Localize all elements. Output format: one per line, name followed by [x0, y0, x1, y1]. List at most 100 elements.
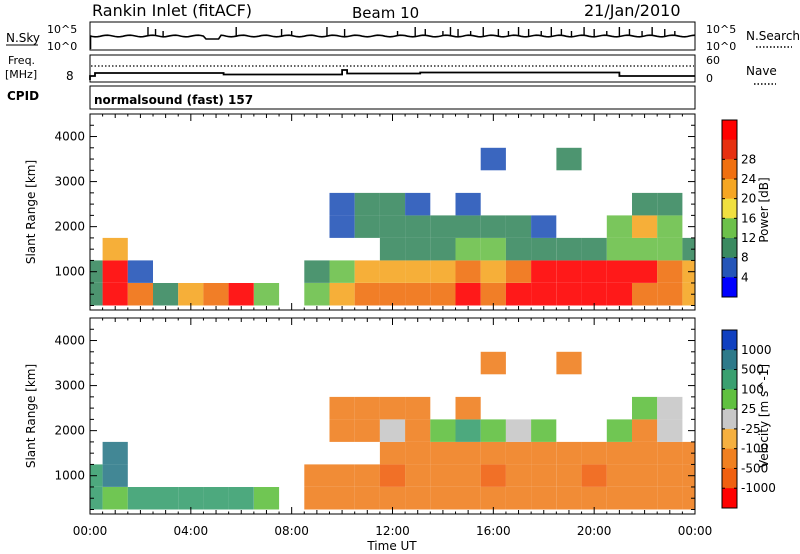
heatmap-cell [632, 441, 658, 465]
heatmap-cell [531, 237, 557, 261]
colorbar-segment [722, 488, 737, 509]
y-tick-label: 3000 [54, 175, 85, 189]
heatmap-cell [556, 441, 582, 465]
heatmap-cell [178, 283, 204, 306]
heatmap-cell [329, 260, 355, 283]
velocity-colorbar-label: Velocity [m s^-1] [757, 364, 771, 468]
heatmap-cell [430, 487, 456, 510]
heatmap-cell [505, 419, 532, 442]
heatmap-cell [455, 464, 481, 487]
colorbar-segment [722, 120, 737, 141]
freq-left-tick: 8 [66, 69, 74, 83]
heatmap-cell [556, 487, 582, 510]
heatmap-cell [531, 260, 557, 283]
cpid-panel-frame [89, 85, 696, 110]
heatmap-cell [632, 192, 658, 216]
heatmap-cell [581, 441, 607, 465]
heatmap-cell [531, 487, 557, 510]
heatmap-cell [329, 419, 355, 442]
heatmap-cell [253, 283, 280, 306]
heatmap-cell [531, 441, 557, 465]
heatmap-cell [405, 396, 431, 420]
x-tick-label: 12:00 [375, 524, 410, 538]
heatmap-cell [606, 237, 632, 261]
heatmap-cell [606, 419, 632, 442]
colorbar-tick-label: -100 [741, 442, 768, 456]
x-tick-label: 20:00 [577, 524, 612, 538]
date-title: 21/Jan/2010 [584, 1, 681, 20]
y-tick-label: 1000 [54, 265, 85, 279]
heatmap-cell [354, 283, 380, 306]
heatmap-cell [556, 464, 582, 487]
beam-title: Beam 10 [352, 4, 419, 22]
y-tick-label: 3000 [54, 379, 85, 393]
heatmap-cell [405, 260, 431, 283]
heatmap-cell [153, 283, 179, 306]
heatmap-cell [632, 237, 658, 261]
heatmap-cell [632, 283, 658, 306]
y-tick-label: 1000 [54, 469, 85, 483]
heatmap-cell [682, 487, 695, 510]
heatmap-cell [632, 215, 658, 238]
heatmap-cell [405, 464, 431, 487]
heatmap-cell [606, 464, 632, 487]
nsearch-label: N.Search [746, 29, 800, 43]
colorbar-tick-label: 8 [741, 251, 749, 265]
power-y-axis: 1000 2000 3000 4000 [54, 113, 695, 306]
heatmap-cell [606, 260, 632, 283]
heatmap-cell [556, 283, 582, 306]
x-axis-labels: 00:00 04:00 08:00 12:00 16:00 20:00 00:00 [73, 524, 713, 538]
nave-label: Nave [746, 64, 777, 78]
heatmap-cell [455, 192, 481, 216]
heatmap-cell [178, 487, 204, 510]
heatmap-cell [90, 487, 103, 510]
colorbar-tick-label: 4 [741, 270, 749, 284]
heatmap-cell [329, 283, 355, 306]
colorbar-segment [722, 159, 737, 180]
heatmap-cell [682, 441, 695, 465]
colorbar-tick-label: 1000 [741, 343, 772, 357]
heatmap-cell [354, 487, 380, 510]
colorbar-tick-label: 28 [741, 152, 756, 166]
y-tick-label: 4000 [54, 130, 85, 144]
heatmap-cell [606, 487, 632, 510]
heatmap-cell [632, 260, 658, 283]
power-x-ticks [89, 114, 696, 310]
heatmap-cell [102, 464, 128, 487]
colorbar-tick-label: 24 [741, 172, 756, 186]
heatmap-cell [505, 237, 532, 261]
heatmap-cell [304, 464, 330, 487]
power-ylabel: Slant Range [km] [24, 160, 38, 264]
heatmap-cell [455, 487, 481, 510]
colorbar-segment [722, 428, 737, 450]
heatmap-cell [556, 237, 582, 261]
heatmap-cell [329, 396, 355, 420]
nsky-trace [89, 34, 696, 49]
heatmap-cell [379, 419, 406, 442]
y-tick-label: 2000 [54, 424, 85, 438]
heatmap-cell [505, 441, 532, 465]
heatmap-cell [581, 487, 607, 510]
heatmap-cell [127, 487, 153, 510]
heatmap-cell [379, 487, 406, 510]
heatmap-cell [430, 441, 456, 465]
heatmap-cell [430, 464, 456, 487]
velocity-heatmap [90, 351, 695, 510]
heatmap-cell [505, 487, 532, 510]
heatmap-cell [480, 351, 506, 375]
heatmap-cell [531, 464, 557, 487]
colorbar-segment [722, 277, 737, 298]
colorbar-segment [722, 218, 737, 239]
heatmap-cell [430, 419, 456, 442]
heatmap-cell [455, 419, 481, 442]
heatmap-cell [430, 283, 456, 306]
nsky-right-tick-bottom: 10^0 [706, 40, 736, 53]
heatmap-cell [405, 192, 431, 216]
heatmap-cell [657, 192, 683, 216]
heatmap-cell [329, 464, 355, 487]
heatmap-cell [455, 237, 481, 261]
nsky-left-tick-bottom: 10^0 [47, 40, 77, 53]
freq-label-1: Freq. [8, 54, 35, 67]
heatmap-cell [228, 487, 254, 510]
colorbar-tick-label: 12 [741, 231, 756, 245]
